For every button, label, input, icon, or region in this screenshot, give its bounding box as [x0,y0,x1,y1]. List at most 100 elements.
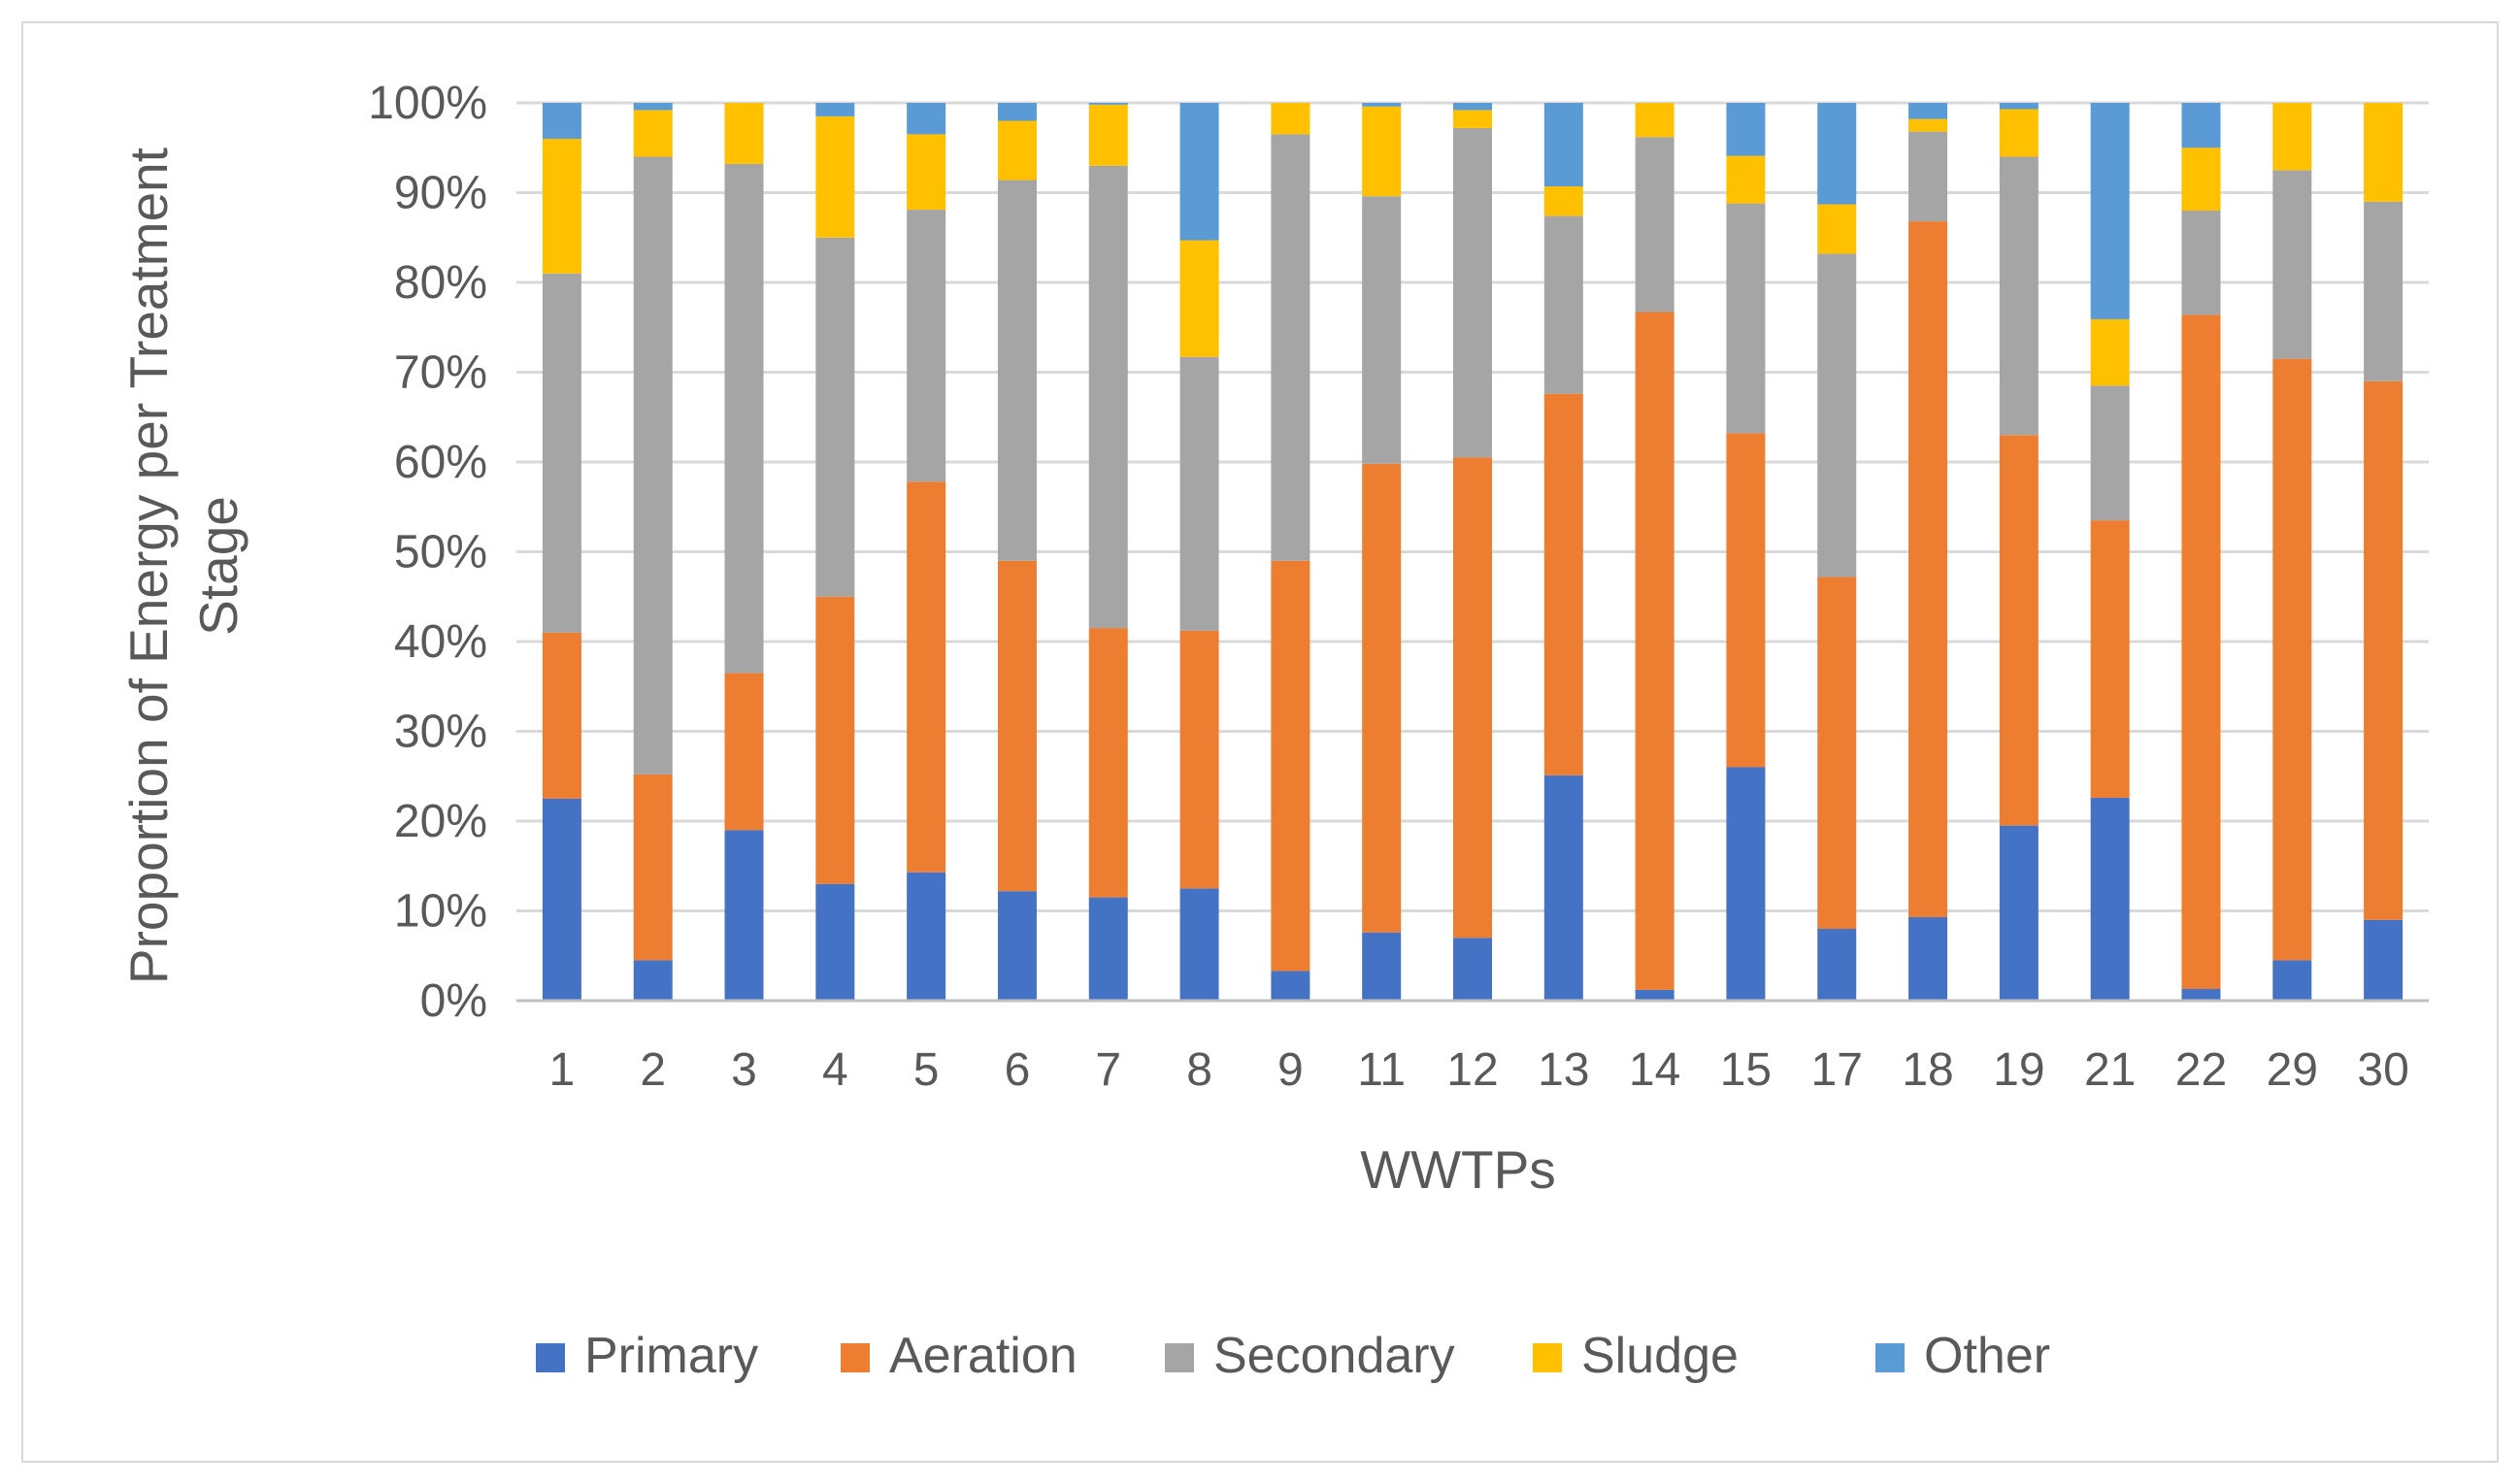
bar-other-2 [633,103,673,111]
x-tick-label: 18 [1902,1044,1953,1096]
bar-secondary-15 [1726,203,1766,434]
bar-other-17 [1817,103,1857,205]
y-tick-label: 60% [394,437,487,488]
bar-primary-4 [815,883,855,1001]
x-tick-label: 19 [1993,1044,2044,1096]
bar-secondary-14 [1635,137,1674,313]
bar-primary-7 [1088,897,1128,1001]
y-tick-label: 100% [368,78,487,129]
y-axis-title-line-1: Proportion of Energy per Treatment [118,148,179,984]
y-tick-label: 40% [394,616,487,668]
bar-sludge-19 [1999,109,2039,157]
bar-aeration-11 [1362,463,1402,933]
bar-sludge-6 [997,120,1037,181]
bar-sludge-18 [1908,118,1948,132]
bar-primary-12 [1453,938,1492,1001]
bar-other-6 [997,103,1037,121]
y-tick-label: 30% [394,707,487,758]
bar-aeration-3 [724,673,764,831]
bar-aeration-22 [2181,314,2221,989]
bar-aeration-19 [1999,435,2039,826]
bar-primary-18 [1908,916,1948,1001]
bar-other-12 [1453,103,1492,111]
x-tick-label: 6 [1005,1044,1031,1096]
bar-sludge-7 [1088,104,1128,166]
bar-secondary-5 [907,210,946,482]
y-tick-label: 0% [420,975,487,1027]
bar-other-7 [1088,103,1128,105]
bar-primary-22 [2181,988,2221,1001]
bar-aeration-6 [997,560,1037,892]
y-tick-label: 80% [394,257,487,309]
bar-sludge-17 [1817,204,1857,254]
x-tick-label: 7 [1095,1044,1121,1096]
bar-aeration-18 [1908,221,1948,917]
x-tick-label: 1 [549,1044,576,1096]
bar-sludge-29 [2272,103,2312,171]
x-tick-label: 11 [1357,1044,1406,1096]
legend-label-primary: Primary [584,1328,758,1384]
legend-swatch-secondary [1165,1343,1194,1372]
x-tick-label: 13 [1538,1044,1589,1096]
bar-aeration-7 [1088,628,1128,898]
bar-sludge-21 [2090,318,2130,386]
bar-primary-5 [907,872,946,1001]
bar-other-21 [2090,103,2130,319]
bar-other-5 [907,103,946,135]
chart-frame: 0% 10% 20% 30% 40% 50% 60% 70% 80% 90% 100% 1 2 3 4 5 6 7… [21,21,2499,1463]
legend-swatch-other [1875,1343,1905,1372]
legend-swatch-aeration [841,1343,870,1372]
bar-primary-1 [542,798,581,1001]
bar-secondary-30 [2364,201,2404,381]
bar-other-18 [1908,103,1948,119]
bar-primary-2 [633,960,673,1001]
bar-other-15 [1726,103,1766,156]
bar-sludge-3 [724,103,764,164]
bar-aeration-12 [1453,457,1492,939]
bar-primary-6 [997,891,1037,1001]
bar-sludge-12 [1453,110,1492,128]
x-tick-label: 8 [1186,1044,1212,1096]
bar-aeration-21 [2090,520,2130,798]
bar-secondary-21 [2090,385,2130,521]
bar-sludge-14 [1635,103,1674,138]
y-tick-label: 90% [394,168,487,219]
x-tick-label: 2 [640,1044,666,1096]
bar-other-19 [1999,103,2039,110]
bar-aeration-1 [542,632,581,799]
bar-sludge-2 [633,110,673,157]
bar-secondary-6 [997,180,1037,561]
bar-secondary-9 [1271,134,1310,561]
x-tick-label: 21 [2084,1044,2136,1096]
x-tick-label: 22 [2175,1044,2227,1096]
bar-other-1 [542,103,581,139]
bar-aeration-2 [633,774,673,961]
legend-label-aeration: Aeration [889,1328,1078,1384]
bar-secondary-12 [1453,127,1492,458]
bar-primary-15 [1726,767,1766,1001]
legend-label-other: Other [1924,1328,2050,1384]
bar-other-4 [815,103,855,116]
bar-other-22 [2181,103,2221,148]
x-tick-label: 30 [2357,1044,2408,1096]
bar-sludge-11 [1362,106,1402,197]
bar-sludge-15 [1726,155,1766,204]
bar-primary-9 [1271,971,1310,1001]
bar-primary-3 [724,830,764,1001]
y-tick-label: 10% [394,886,487,938]
bar-secondary-11 [1362,196,1402,464]
bar-primary-17 [1817,929,1857,1001]
bar-aeration-8 [1179,630,1219,889]
x-tick-label: 9 [1277,1044,1304,1096]
bar-secondary-29 [2272,170,2312,359]
bar-other-8 [1179,103,1219,241]
bar-sludge-13 [1543,186,1583,216]
bar-aeration-14 [1635,312,1674,990]
x-tick-label: 29 [2267,1044,2318,1096]
bar-secondary-2 [633,156,673,775]
bar-sludge-22 [2181,148,2221,211]
y-tick-label: 20% [394,796,487,847]
x-axis-title: WWTPs [1360,1139,1556,1200]
bar-secondary-18 [1908,131,1948,222]
legend-swatch-sludge [1533,1343,1562,1372]
